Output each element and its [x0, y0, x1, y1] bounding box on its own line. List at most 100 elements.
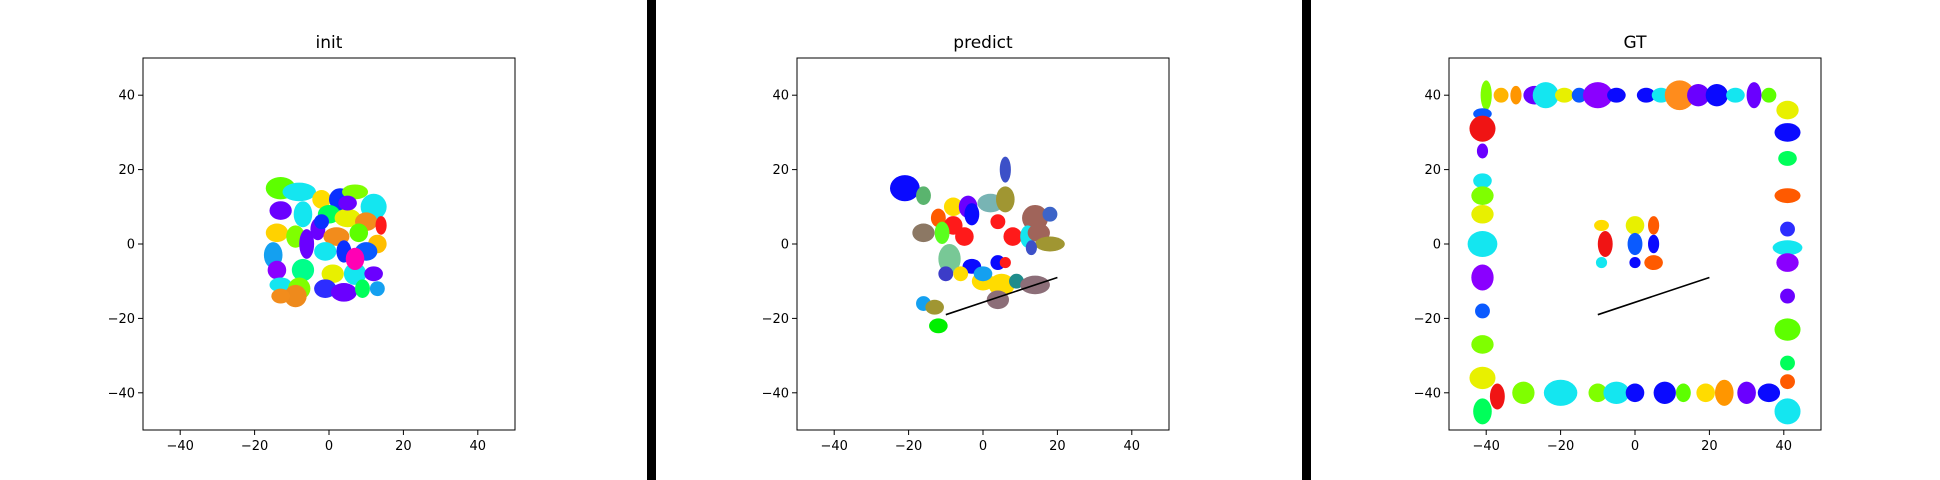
- ellipse-marker: [299, 229, 315, 259]
- ellipse-marker: [973, 266, 993, 282]
- y-tick-label: −40: [108, 386, 135, 401]
- ellipse-marker: [342, 184, 369, 200]
- ellipse-marker: [1009, 273, 1024, 289]
- ellipse-marker: [1780, 288, 1795, 304]
- ellipse-marker: [1025, 240, 1037, 256]
- y-tick-label: −20: [762, 312, 789, 327]
- ellipse-marker: [1726, 87, 1745, 103]
- ellipse-marker: [349, 223, 369, 243]
- ellipse-marker: [938, 266, 954, 282]
- ellipse-marker: [999, 257, 1011, 269]
- ellipse-marker: [1588, 383, 1608, 403]
- plot-area: [1467, 80, 1803, 425]
- x-tick-label: 20: [1701, 439, 1718, 454]
- ellipse-marker: [1543, 379, 1578, 406]
- ellipse-marker: [1042, 206, 1058, 222]
- ellipse-marker: [1625, 383, 1645, 403]
- x-tick-label: 20: [395, 439, 412, 454]
- ellipse-marker: [1648, 234, 1660, 254]
- ellipse-marker: [1512, 381, 1535, 404]
- ellipse-marker: [912, 223, 935, 243]
- y-tick-label: 40: [772, 89, 789, 104]
- ellipse-marker: [1757, 383, 1781, 403]
- ellipse-marker: [269, 201, 292, 220]
- ellipse-marker: [990, 214, 1006, 230]
- x-tick-label: 40: [1776, 439, 1793, 454]
- ellipse-marker: [1705, 84, 1728, 107]
- trajectory-line: [1597, 276, 1710, 316]
- ellipse-marker: [988, 273, 1015, 297]
- y-tick-label: 20: [772, 163, 789, 178]
- y-tick-label: −40: [1414, 386, 1441, 401]
- y-tick-label: −20: [1414, 312, 1441, 327]
- ellipse-marker: [1603, 381, 1630, 404]
- ellipse-marker: [1774, 123, 1801, 142]
- ellipse-marker: [345, 247, 365, 271]
- ellipse-marker: [955, 227, 974, 246]
- panel-divider-1: [647, 0, 656, 480]
- ellipse-marker: [1714, 379, 1734, 406]
- ellipse-marker: [925, 299, 944, 315]
- ellipse-marker: [1469, 115, 1496, 142]
- ellipse-marker: [267, 260, 287, 280]
- ellipse-marker: [314, 279, 337, 298]
- ellipse-marker: [312, 190, 331, 209]
- ellipse-marker: [330, 283, 357, 302]
- y-tick-label: 20: [1424, 163, 1441, 178]
- x-tick-label: 40: [470, 439, 487, 454]
- ellipse-marker: [1493, 87, 1509, 103]
- ellipse-marker: [1480, 80, 1492, 111]
- panel-divider-2: [1302, 0, 1311, 480]
- ellipse-marker: [1582, 82, 1613, 109]
- ellipse-marker: [1555, 87, 1574, 103]
- ellipse-marker: [890, 175, 920, 202]
- panel-gt: GT −40 −20 0 20 40 −40 −20 0 20 40: [1414, 33, 1822, 454]
- ellipse-marker: [369, 281, 385, 297]
- ellipse-marker: [1597, 230, 1613, 258]
- panel-init: init −40 −20 0 20 40 −40 −20 0 20 40: [108, 33, 516, 454]
- ellipse-marker: [964, 203, 980, 226]
- ellipse-marker: [1778, 151, 1797, 166]
- y-tick-label: 40: [1424, 89, 1441, 104]
- ellipse-marker: [1003, 227, 1023, 246]
- chart-title: predict: [953, 33, 1013, 53]
- plot-area: [263, 177, 387, 308]
- y-tick-label: 0: [781, 238, 789, 253]
- chart-title: init: [316, 33, 343, 53]
- x-tick-label: 20: [1049, 439, 1066, 454]
- ellipse-marker: [1761, 87, 1777, 103]
- ellipse-marker: [1467, 230, 1498, 258]
- ellipse-marker: [343, 262, 367, 285]
- trajectory-line: [945, 276, 1058, 316]
- ellipse-marker: [1687, 84, 1710, 107]
- ellipse-marker: [338, 195, 357, 211]
- y-tick-label: 20: [118, 163, 135, 178]
- ellipse-marker: [1471, 264, 1494, 291]
- ellipse-marker: [334, 208, 361, 228]
- x-tick-label: −40: [1472, 439, 1499, 454]
- ellipse-marker: [1629, 257, 1641, 269]
- ellipse-marker: [282, 182, 316, 202]
- x-tick-label: 0: [1631, 439, 1639, 454]
- ellipse-marker: [1696, 383, 1715, 403]
- ellipse-marker: [1489, 383, 1505, 410]
- x-tick-label: −20: [241, 439, 268, 454]
- ellipse-marker: [314, 242, 337, 261]
- x-tick-label: −40: [820, 439, 847, 454]
- ellipse-marker: [1648, 216, 1660, 235]
- ellipse-marker: [1776, 253, 1799, 272]
- x-tick-label: 40: [1124, 439, 1141, 454]
- ellipse-marker: [1469, 366, 1496, 390]
- ellipse-marker: [265, 223, 289, 243]
- ellipse-marker: [1644, 255, 1663, 271]
- ellipse-marker: [1675, 383, 1691, 403]
- ellipse-marker: [1780, 374, 1795, 390]
- ellipse-marker: [1571, 87, 1587, 103]
- plot-area: [890, 156, 1065, 334]
- ellipse-marker: [1471, 204, 1494, 224]
- ellipse-marker: [321, 264, 344, 284]
- ellipse-marker: [1471, 186, 1494, 205]
- x-tick-label: −40: [166, 439, 193, 454]
- ellipse-marker: [943, 197, 963, 217]
